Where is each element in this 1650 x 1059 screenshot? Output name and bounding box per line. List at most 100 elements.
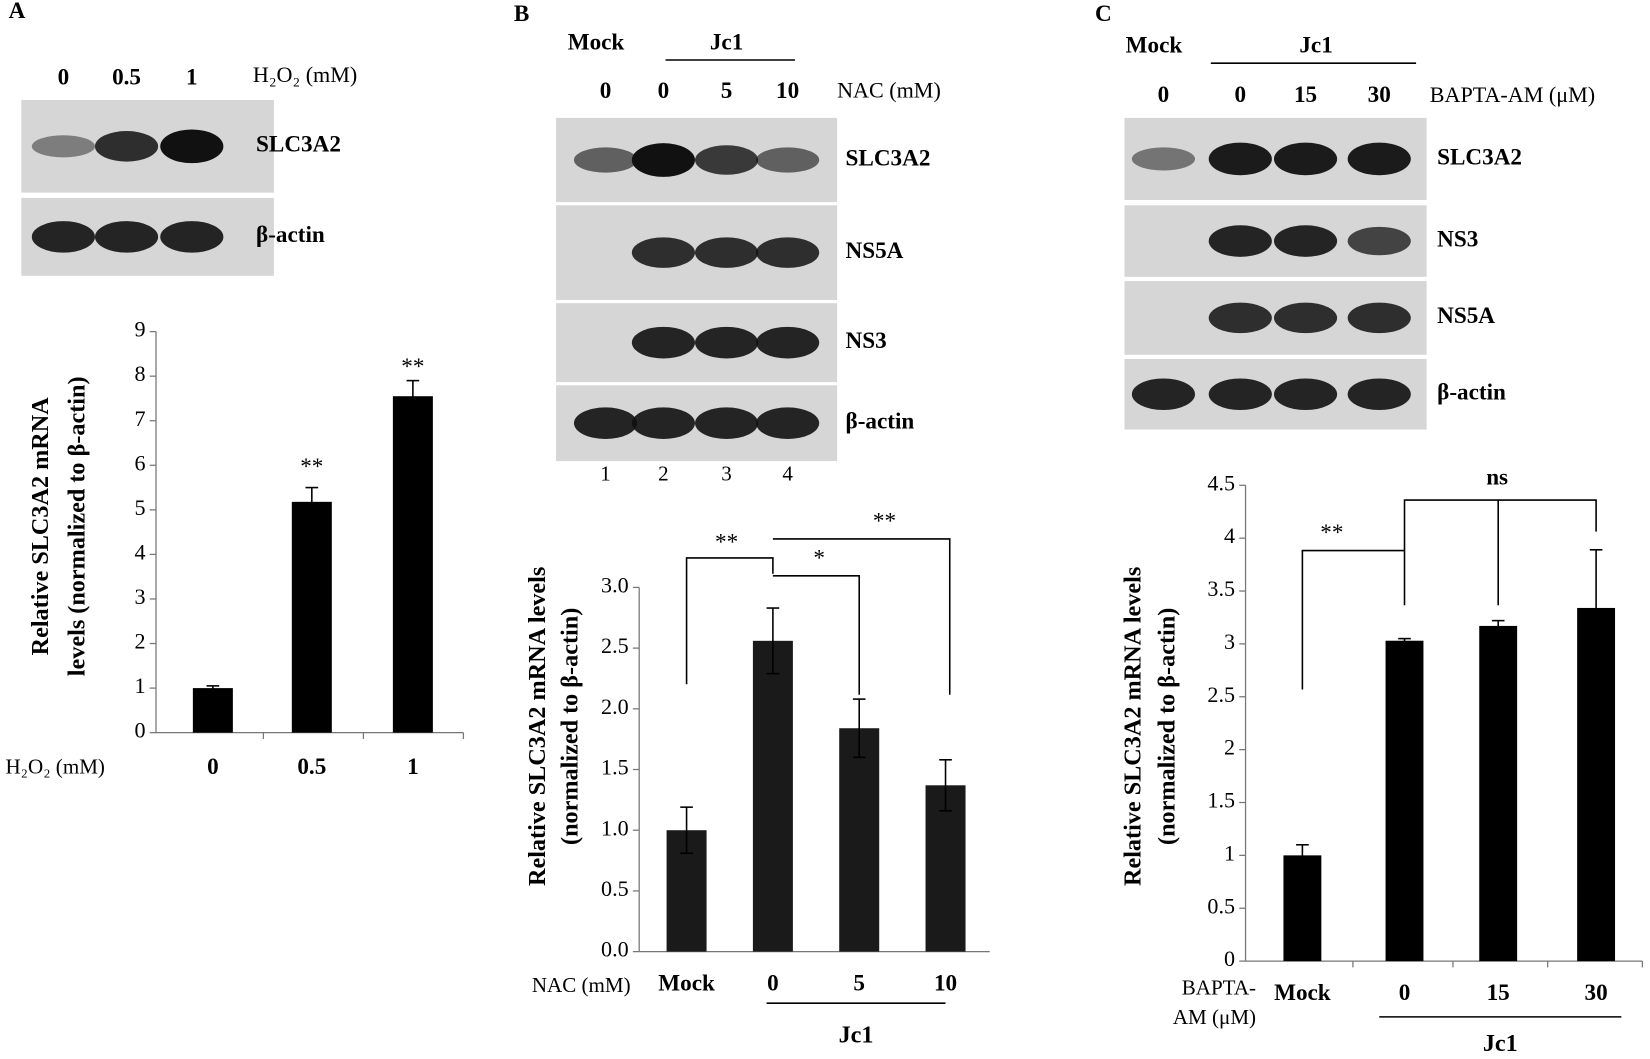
blot-band [631, 143, 695, 177]
bar [1479, 625, 1518, 962]
x-tick-label: Mock [1274, 980, 1331, 1006]
error-bar [939, 759, 952, 812]
error-bar [1296, 844, 1309, 867]
x-axis-label: AM (μM) [1173, 1005, 1256, 1029]
blot-row-label: β-actin [846, 408, 915, 434]
blot-band [1273, 142, 1338, 176]
significance-bracket [772, 538, 951, 695]
y-tick-label: 7 [134, 406, 145, 431]
significance: ** [300, 454, 323, 480]
blot-row-label: β-actin [256, 222, 325, 248]
bar [1283, 855, 1322, 962]
error-bar [766, 607, 780, 675]
y-tick-label: 0.5 [1207, 893, 1235, 918]
y-tick-label: 2.5 [601, 633, 629, 658]
y-tick-label: 4 [1224, 523, 1235, 548]
y-tick-label: 1.0 [601, 815, 629, 840]
error-bar [1589, 548, 1603, 667]
blot-band [694, 145, 759, 175]
y-tick-label: 3 [1224, 629, 1235, 654]
blot-band [694, 237, 759, 268]
x-tick-label: 10 [934, 971, 957, 997]
y-tick-label: 3.5 [1207, 576, 1235, 601]
bar [839, 728, 880, 952]
lane-label: 5 [721, 78, 733, 104]
lane-label: 0 [658, 78, 670, 104]
x-tick-label: 15 [1487, 980, 1510, 1006]
lane-label: 15 [1294, 82, 1317, 108]
y-tick-label: 0.5 [601, 876, 629, 901]
bar [925, 785, 966, 952]
error-bar [406, 379, 420, 413]
x-tick-label: 0 [1399, 980, 1411, 1006]
significance: ** [873, 508, 896, 534]
lane-number: 1 [600, 462, 611, 486]
bar [291, 501, 332, 733]
y-axis-label: Relative SLC3A2 mRNA levels [1120, 567, 1147, 886]
lane-label: 0 [1234, 82, 1246, 108]
y-axis-label: (normalized to β-actin) [556, 608, 583, 845]
x-tick-label: Mock [658, 971, 715, 997]
x-tick-label: 5 [853, 971, 865, 997]
blot-band [694, 407, 759, 439]
y-tick-label: 3.0 [601, 572, 629, 597]
group-label: Jc1 [1483, 1030, 1518, 1057]
lane-label: 0 [58, 64, 70, 90]
y-tick-label: 4 [134, 539, 145, 564]
blot-band [94, 221, 159, 253]
y-tick-label: 2.0 [601, 694, 629, 719]
error-bar [852, 698, 866, 759]
blot-band [756, 237, 820, 268]
blot-band [31, 135, 95, 158]
blot-row-label: SLC3A2 [256, 132, 341, 158]
y-tick-label: 0 [134, 718, 145, 743]
blot-band [31, 221, 95, 253]
blot-band [573, 407, 638, 439]
treatment-label: NAC (mM) [837, 78, 941, 103]
y-axis-label: Relative SLC3A2 mRNA levels [524, 567, 551, 886]
y-tick-label: 1.5 [1207, 788, 1235, 813]
blot-band [631, 237, 695, 268]
group-label: Jc1 [1299, 33, 1332, 59]
blot-band [94, 131, 159, 162]
significance-bracket [1403, 499, 1597, 606]
x-axis-label: BAPTA- [1182, 975, 1256, 999]
blot-band [1347, 142, 1411, 176]
y-tick-label: 1 [1224, 840, 1235, 865]
blot-row-label: SLC3A2 [1437, 144, 1522, 170]
blot-band [160, 221, 224, 253]
lane-label: 0 [600, 78, 612, 104]
lane-label: 0 [1158, 82, 1170, 108]
y-tick-label: 1.5 [601, 755, 629, 780]
blot-row-label: β-actin [1437, 380, 1506, 406]
y-tick-label: 3 [134, 584, 145, 609]
blot-band [756, 147, 820, 173]
mock-label: Mock [1126, 33, 1183, 59]
error-bar [1398, 637, 1411, 644]
x-axis-label: NAC (mM) [532, 973, 631, 997]
blot-band [1273, 302, 1338, 334]
x-tick-label: 0 [767, 971, 779, 997]
lane-label: 1 [186, 64, 198, 90]
group-label: Jc1 [710, 30, 743, 56]
blot-row-label: SLC3A2 [846, 145, 931, 171]
significance-bracket [772, 575, 861, 695]
lane-number: 2 [658, 462, 669, 486]
treatment-label: BAPTA-AM (μM) [1430, 82, 1595, 107]
blot-band [573, 147, 638, 173]
blot-band [756, 326, 820, 359]
y-tick-label: 0.0 [601, 937, 629, 962]
blot-band [1273, 378, 1338, 411]
lane-label: 30 [1368, 82, 1391, 108]
significance: ** [715, 530, 738, 556]
y-tick-label: 8 [134, 361, 145, 386]
panel-label: B [514, 1, 529, 27]
blot-band [1347, 378, 1411, 411]
blot-band [1208, 302, 1272, 334]
y-tick-label: 1 [134, 673, 145, 698]
error-bar [206, 685, 220, 692]
bar [392, 396, 433, 733]
bar [1385, 640, 1424, 962]
blot-band [631, 407, 695, 439]
